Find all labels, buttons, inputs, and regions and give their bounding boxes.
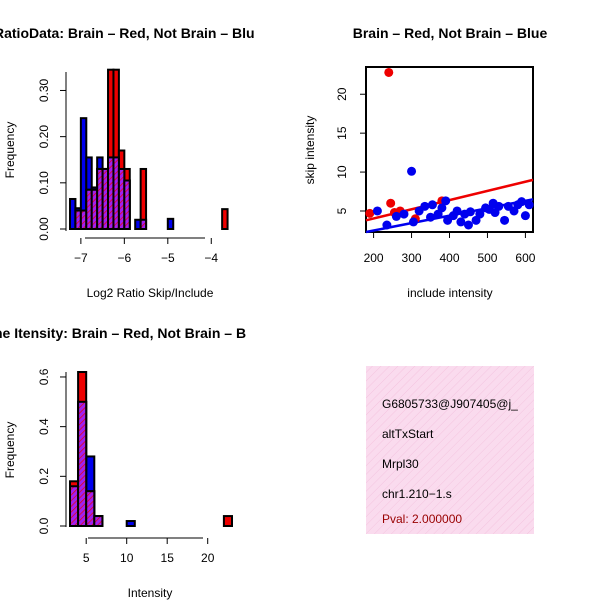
y-tick-label: 0.0: [37, 517, 51, 534]
x-tick-label: −4: [204, 251, 218, 265]
not-brain-point: [372, 206, 382, 216]
not-brain-point: [391, 211, 401, 221]
y-tick-label: 0.6: [37, 368, 51, 385]
info-line-event: altTxStart: [382, 427, 434, 441]
info-pval: Pval: 2.000000: [382, 512, 462, 526]
y-tick-label: 15: [335, 126, 349, 140]
not-brain-point: [407, 166, 417, 176]
y-tick-label: 0.00: [37, 217, 51, 241]
not-brain-point: [382, 220, 392, 230]
y-tick-label: 10: [335, 165, 349, 179]
not-brain-point: [420, 201, 430, 211]
x-tick-label: 400: [439, 251, 459, 265]
not-brain-point: [441, 196, 451, 206]
ratio-histogram: RatioData: Brain – Red, Not Brain – Blu …: [0, 25, 255, 300]
info-line-locus: chr1.210−1.s: [382, 487, 452, 501]
x-tick-label: −5: [161, 251, 175, 265]
overlap-bar: [139, 218, 148, 231]
not-brain-point: [427, 200, 437, 210]
not-brain-point: [500, 215, 510, 225]
info-panel: G6805733@J907405@j_ altTxStart Mrpl30 ch…: [366, 366, 534, 534]
x-tick-label: 300: [402, 251, 422, 265]
overlap-bar: [77, 400, 88, 528]
ratio-histogram-ylabel: Frequency: [3, 122, 17, 179]
info-panel-background: [366, 366, 534, 534]
overlap-bar: [69, 485, 80, 527]
not-brain-point: [524, 200, 534, 210]
not-brain-bar: [125, 520, 136, 528]
not-brain-bar: [166, 217, 175, 230]
intensity-histogram-title: ne Itensity: Brain – Red, Not Brain – B: [0, 325, 246, 341]
brain-point: [365, 208, 375, 218]
not-brain-point: [408, 217, 418, 227]
y-tick-label: 0.30: [37, 78, 51, 102]
brain-point: [384, 67, 394, 77]
not-brain-point: [452, 206, 462, 216]
ratio-histogram-title: RatioData: Brain – Red, Not Brain – Blu: [0, 25, 255, 41]
x-tick-label: 15: [161, 551, 175, 565]
info-line-gene: Mrpl30: [382, 457, 419, 471]
x-tick-label: 600: [515, 251, 535, 265]
scatter-title: Brain – Red, Not Brain – Blue: [353, 25, 548, 41]
not-brain-point: [517, 197, 527, 207]
not-brain-point: [426, 212, 436, 222]
overlap-bar: [93, 515, 104, 527]
intensity-histogram-xlabel: Intensity: [128, 586, 173, 600]
not-brain-point: [399, 209, 409, 219]
y-tick-label: 0.10: [37, 171, 51, 195]
overlap-bar: [85, 490, 96, 527]
intensity-histogram-ylabel: Frequency: [3, 422, 17, 479]
x-tick-label: 500: [477, 251, 497, 265]
brain-bar: [222, 515, 233, 527]
scatter-xlabel: include intensity: [407, 286, 492, 300]
not-brain-point: [456, 217, 466, 227]
scatter-ylabel: skip intensity: [303, 116, 317, 185]
not-brain-point: [463, 220, 473, 230]
not-brain-point: [494, 201, 504, 211]
not-brain-point: [475, 209, 485, 219]
x-tick-label: 200: [364, 251, 384, 265]
brain-point: [386, 198, 396, 208]
not-brain-point: [437, 203, 447, 213]
overlap-bar: [123, 179, 131, 231]
info-line-id: G6805733@J907405@j_: [382, 397, 518, 411]
ratio-histogram-xlabel: Log2 Ratio Skip/Include: [87, 286, 214, 300]
y-tick-label: 20: [335, 87, 349, 101]
brain-bar: [221, 208, 229, 231]
not-brain-point: [465, 207, 475, 217]
x-tick-label: 10: [120, 551, 134, 565]
x-tick-label: −6: [117, 251, 131, 265]
y-tick-label: 5: [335, 207, 349, 214]
x-tick-label: −7: [74, 251, 88, 265]
not-brain-point: [520, 211, 530, 221]
x-tick-label: 20: [201, 551, 215, 565]
intensity-histogram: ne Itensity: Brain – Red, Not Brain – B …: [0, 325, 246, 600]
intensity-scatter: Brain – Red, Not Brain – Blue include in…: [303, 25, 547, 300]
y-tick-label: 0.4: [37, 418, 51, 435]
y-tick-label: 0.20: [37, 125, 51, 149]
x-tick-label: 5: [83, 551, 90, 565]
y-tick-label: 0.2: [37, 468, 51, 485]
